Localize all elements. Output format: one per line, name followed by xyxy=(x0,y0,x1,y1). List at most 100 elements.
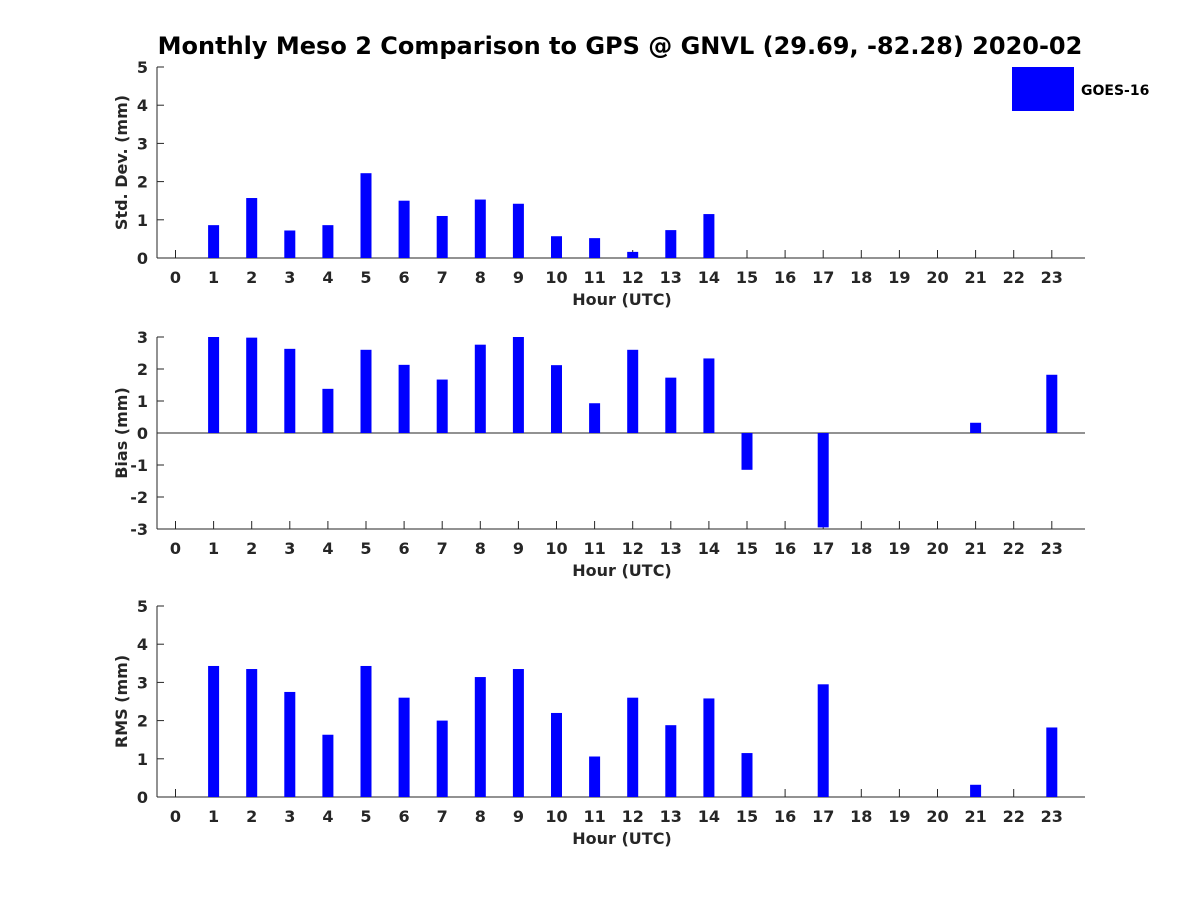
x-tick-label-rms-17: 17 xyxy=(812,807,834,826)
x-tick-label-bias-6: 6 xyxy=(399,539,410,558)
x-tick-label-std-4: 4 xyxy=(322,268,333,287)
y-tick-label-std-4: 4 xyxy=(137,96,148,115)
y-tick-label-bias--1: -1 xyxy=(130,456,148,475)
bar-rms-hour-3 xyxy=(284,691,296,797)
x-tick-label-bias-22: 22 xyxy=(1003,539,1025,558)
x-tick-label-rms-3: 3 xyxy=(284,807,295,826)
y-axis-label-rms: RMS (mm) xyxy=(112,655,131,748)
y-tick-label-bias--3: -3 xyxy=(130,520,148,539)
x-tick-label-rms-21: 21 xyxy=(964,807,986,826)
bar-rms-hour-12 xyxy=(627,697,639,797)
y-axis-label-bias: Bias (mm) xyxy=(112,387,131,479)
bar-bias-hour-7 xyxy=(436,379,448,433)
bar-rms-hour-11 xyxy=(589,756,601,797)
x-tick-label-std-7: 7 xyxy=(437,268,448,287)
y-tick-label-bias-0: 0 xyxy=(137,424,148,443)
x-tick-label-rms-18: 18 xyxy=(850,807,872,826)
bar-std-hour-7 xyxy=(436,215,448,258)
x-tick-label-rms-23: 23 xyxy=(1041,807,1063,826)
legend-label-goes-16: GOES-16 xyxy=(1081,83,1149,99)
x-tick-label-std-16: 16 xyxy=(774,268,796,287)
x-axis-label-bias: Hour (UTC) xyxy=(572,561,672,580)
x-tick-label-bias-13: 13 xyxy=(660,539,682,558)
y-tick-label-rms-2: 2 xyxy=(137,712,148,731)
bar-bias-hour-5 xyxy=(360,349,372,433)
x-tick-label-std-21: 21 xyxy=(964,268,986,287)
bar-bias-hour-9 xyxy=(512,337,524,433)
x-tick-label-bias-5: 5 xyxy=(360,539,371,558)
x-tick-label-std-6: 6 xyxy=(399,268,410,287)
bar-std-hour-3 xyxy=(284,230,296,258)
x-tick-label-std-8: 8 xyxy=(475,268,486,287)
y-tick-label-bias-2: 2 xyxy=(137,360,148,379)
bar-bias-hour-17 xyxy=(817,433,829,528)
y-tick-label-bias-3: 3 xyxy=(137,328,148,347)
bar-rms-hour-5 xyxy=(360,665,372,797)
x-tick-label-rms-9: 9 xyxy=(513,807,524,826)
x-tick-label-std-19: 19 xyxy=(888,268,910,287)
bar-std-hour-2 xyxy=(246,198,258,258)
bar-rms-hour-15 xyxy=(741,753,753,797)
bar-std-hour-14 xyxy=(703,214,715,258)
bar-rms-hour-17 xyxy=(817,684,829,797)
y-tick-label-rms-3: 3 xyxy=(137,673,148,692)
y-tick-label-rms-5: 5 xyxy=(137,597,148,616)
x-tick-label-bias-9: 9 xyxy=(513,539,524,558)
legend-swatch-goes-16 xyxy=(1012,67,1074,111)
bar-std-hour-11 xyxy=(589,238,601,258)
bar-bias-hour-8 xyxy=(474,344,486,433)
bar-rms-hour-7 xyxy=(436,720,448,797)
x-tick-label-rms-8: 8 xyxy=(475,807,486,826)
y-tick-label-std-0: 0 xyxy=(137,249,148,268)
x-tick-label-std-10: 10 xyxy=(545,268,567,287)
x-tick-label-rms-4: 4 xyxy=(322,807,333,826)
x-tick-label-rms-2: 2 xyxy=(246,807,257,826)
x-tick-label-rms-12: 12 xyxy=(622,807,644,826)
x-tick-label-rms-20: 20 xyxy=(926,807,948,826)
chart-title: Monthly Meso 2 Comparison to GPS @ GNVL … xyxy=(158,32,1083,60)
bar-std-hour-13 xyxy=(665,230,677,258)
y-tick-label-std-3: 3 xyxy=(137,134,148,153)
bar-rms-hour-1 xyxy=(208,665,220,797)
x-tick-label-bias-10: 10 xyxy=(545,539,567,558)
x-tick-label-rms-13: 13 xyxy=(660,807,682,826)
y-tick-label-rms-4: 4 xyxy=(137,635,148,654)
bar-std-hour-5 xyxy=(360,173,372,258)
x-tick-label-bias-16: 16 xyxy=(774,539,796,558)
x-tick-label-rms-5: 5 xyxy=(360,807,371,826)
x-tick-label-bias-3: 3 xyxy=(284,539,295,558)
x-tick-label-rms-6: 6 xyxy=(399,807,410,826)
bar-rms-hour-2 xyxy=(246,669,258,797)
bar-bias-hour-10 xyxy=(551,365,562,433)
bar-std-hour-12 xyxy=(627,251,639,258)
x-tick-label-bias-15: 15 xyxy=(736,539,758,558)
x-tick-label-std-0: 0 xyxy=(170,268,181,287)
y-tick-label-bias-1: 1 xyxy=(137,392,148,411)
x-tick-label-bias-7: 7 xyxy=(437,539,448,558)
x-tick-label-std-3: 3 xyxy=(284,268,295,287)
x-tick-label-std-1: 1 xyxy=(208,268,219,287)
x-tick-label-std-15: 15 xyxy=(736,268,758,287)
x-tick-label-std-12: 12 xyxy=(622,268,644,287)
x-tick-label-rms-11: 11 xyxy=(583,807,605,826)
bar-rms-hour-23 xyxy=(1046,727,1058,797)
x-tick-label-std-5: 5 xyxy=(360,268,371,287)
x-tick-label-rms-14: 14 xyxy=(698,807,720,826)
x-tick-label-bias-23: 23 xyxy=(1041,539,1063,558)
bar-rms-hour-10 xyxy=(551,712,562,797)
x-tick-label-bias-8: 8 xyxy=(475,539,486,558)
x-axis-label-std: Hour (UTC) xyxy=(572,290,672,309)
bar-std-hour-4 xyxy=(322,225,334,258)
x-tick-label-rms-7: 7 xyxy=(437,807,448,826)
x-tick-label-bias-17: 17 xyxy=(812,539,834,558)
x-tick-label-bias-19: 19 xyxy=(888,539,910,558)
x-tick-label-rms-15: 15 xyxy=(736,807,758,826)
bar-std-hour-6 xyxy=(398,200,410,258)
bar-rms-hour-6 xyxy=(398,697,410,797)
y-tick-label-std-5: 5 xyxy=(137,58,148,77)
x-tick-label-bias-12: 12 xyxy=(622,539,644,558)
x-tick-label-std-9: 9 xyxy=(513,268,524,287)
